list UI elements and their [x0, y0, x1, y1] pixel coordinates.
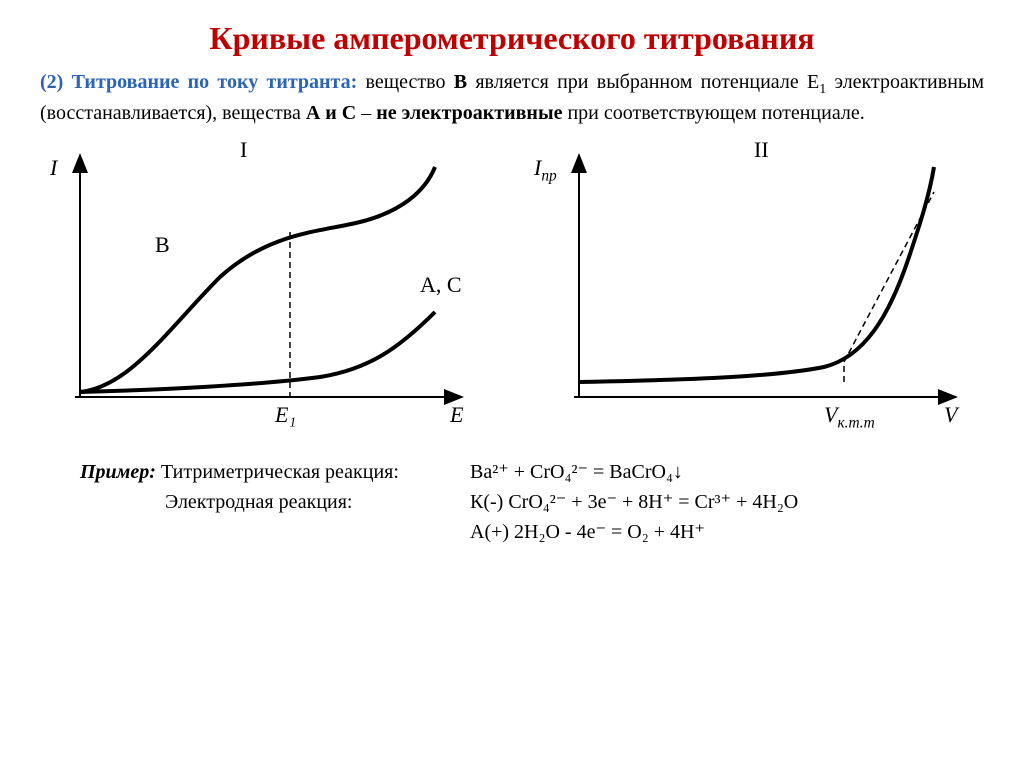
chart2-ylabel-sub: пр: [541, 167, 556, 184]
example-row3-left: [40, 517, 460, 547]
example-row1-right: Ba²⁺ + CrO₄²⁻ = BaCrO₄↓: [470, 457, 984, 487]
example-row2-left: Электродная реакция:: [40, 487, 460, 517]
example-row1-left-text: Титриметрическая реакция:: [156, 461, 399, 483]
chart1-curve-ac: [80, 312, 435, 392]
intro-paragraph: (2) Титрование по току титранта: веществ…: [40, 69, 984, 127]
page-title: Кривые амперометрического титрования: [40, 20, 984, 57]
chart2-ylabel: Iпр: [534, 155, 557, 185]
chart2-xlabel-vktt: Vк.т.т: [824, 402, 875, 432]
chart2-xlabel-sub: к.т.т: [837, 414, 874, 431]
chart-2-svg: [534, 137, 984, 437]
example-row3-right: А(+) 2H₂O - 4e⁻ = O₂ + 4H⁺: [470, 517, 984, 547]
intro-B: В: [454, 71, 467, 93]
chart1-curve-b: [80, 167, 435, 392]
intro-part1: вещество: [357, 71, 453, 93]
chart2-title: II: [754, 137, 769, 163]
chart-1: I I E E₁ B A, C: [40, 137, 490, 437]
chart1-label-ac: A, C: [420, 272, 462, 298]
intro-lead: (2) Титрование по току титранта:: [40, 71, 357, 93]
intro-part4: –: [356, 102, 376, 124]
intro-part2: является при выбранном потенциале E: [467, 71, 819, 93]
intro-AC: А и С: [306, 102, 356, 124]
chart2-xlabel: V: [944, 402, 957, 428]
intro-part5: при соответствующем потенциале.: [562, 102, 864, 124]
chart2-dash2: [844, 192, 934, 362]
charts-row: I I E E₁ B A, C II Iпр V Vк.т.т: [40, 137, 984, 437]
example-block: Пример: Титриметрическая реакция: Ba²⁺ +…: [40, 457, 984, 547]
chart1-xlabel-e1: E₁: [275, 402, 296, 428]
chart2-curve: [579, 167, 934, 382]
example-row1-left: Пример: Титриметрическая реакция:: [40, 457, 460, 487]
chart1-label-b: B: [155, 232, 170, 258]
chart1-xlabel: E: [450, 402, 463, 428]
chart1-title: I: [240, 137, 247, 163]
example-row2-right: К(-) CrO₄²⁻ + 3e⁻ + 8H⁺ = Cr³⁺ + 4H₂O: [470, 487, 984, 517]
chart2-xlabel-v: V: [824, 402, 837, 427]
chart-2: II Iпр V Vк.т.т: [534, 137, 984, 437]
intro-not: не электроактивные: [376, 102, 562, 124]
chart1-ylabel: I: [50, 155, 57, 181]
example-primer-label: Пример:: [80, 461, 156, 483]
